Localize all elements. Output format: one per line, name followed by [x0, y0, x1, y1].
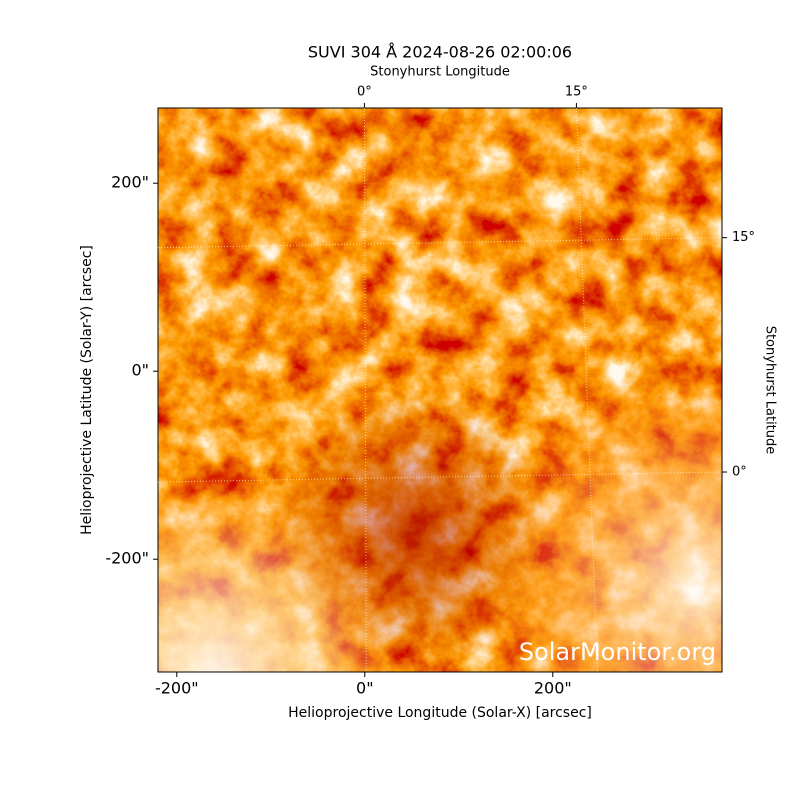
- y2-tick-label: 0°: [732, 465, 747, 480]
- x2-tick-label: 0°: [357, 85, 372, 100]
- x2-grid-line: [363, 107, 367, 673]
- x-tick-label: 200": [534, 679, 572, 698]
- x2-grid-line: [575, 107, 598, 673]
- x2-tick-label: 15°: [565, 85, 588, 100]
- y-axis-label: Helioprojective Latitude (Solar-Y) [arcs…: [79, 245, 95, 535]
- chart-title: SUVI 304 Å 2024-08-26 02:00:06: [308, 43, 572, 62]
- y-tick-label: -200": [105, 549, 149, 568]
- x2-axis-label: Stonyhurst Longitude: [370, 65, 510, 80]
- y2-grid-line: [157, 237, 723, 249]
- x-tick-label: -200": [155, 679, 199, 698]
- y-tick-label: 200": [111, 173, 149, 192]
- plot-frame: [157, 107, 723, 673]
- x-tick-label: 0": [356, 679, 374, 698]
- watermark: SolarMonitor.org: [519, 638, 716, 666]
- solar-image: [158, 108, 722, 672]
- x-axis-label: Helioprojective Longitude (Solar-X) [arc…: [288, 705, 592, 721]
- y-tick-label: 0": [131, 361, 149, 380]
- y2-tick-label: 15°: [732, 230, 755, 245]
- y2-grid-line: [157, 471, 723, 483]
- y2-axis-label: Stonyhurst Latitude: [763, 326, 778, 455]
